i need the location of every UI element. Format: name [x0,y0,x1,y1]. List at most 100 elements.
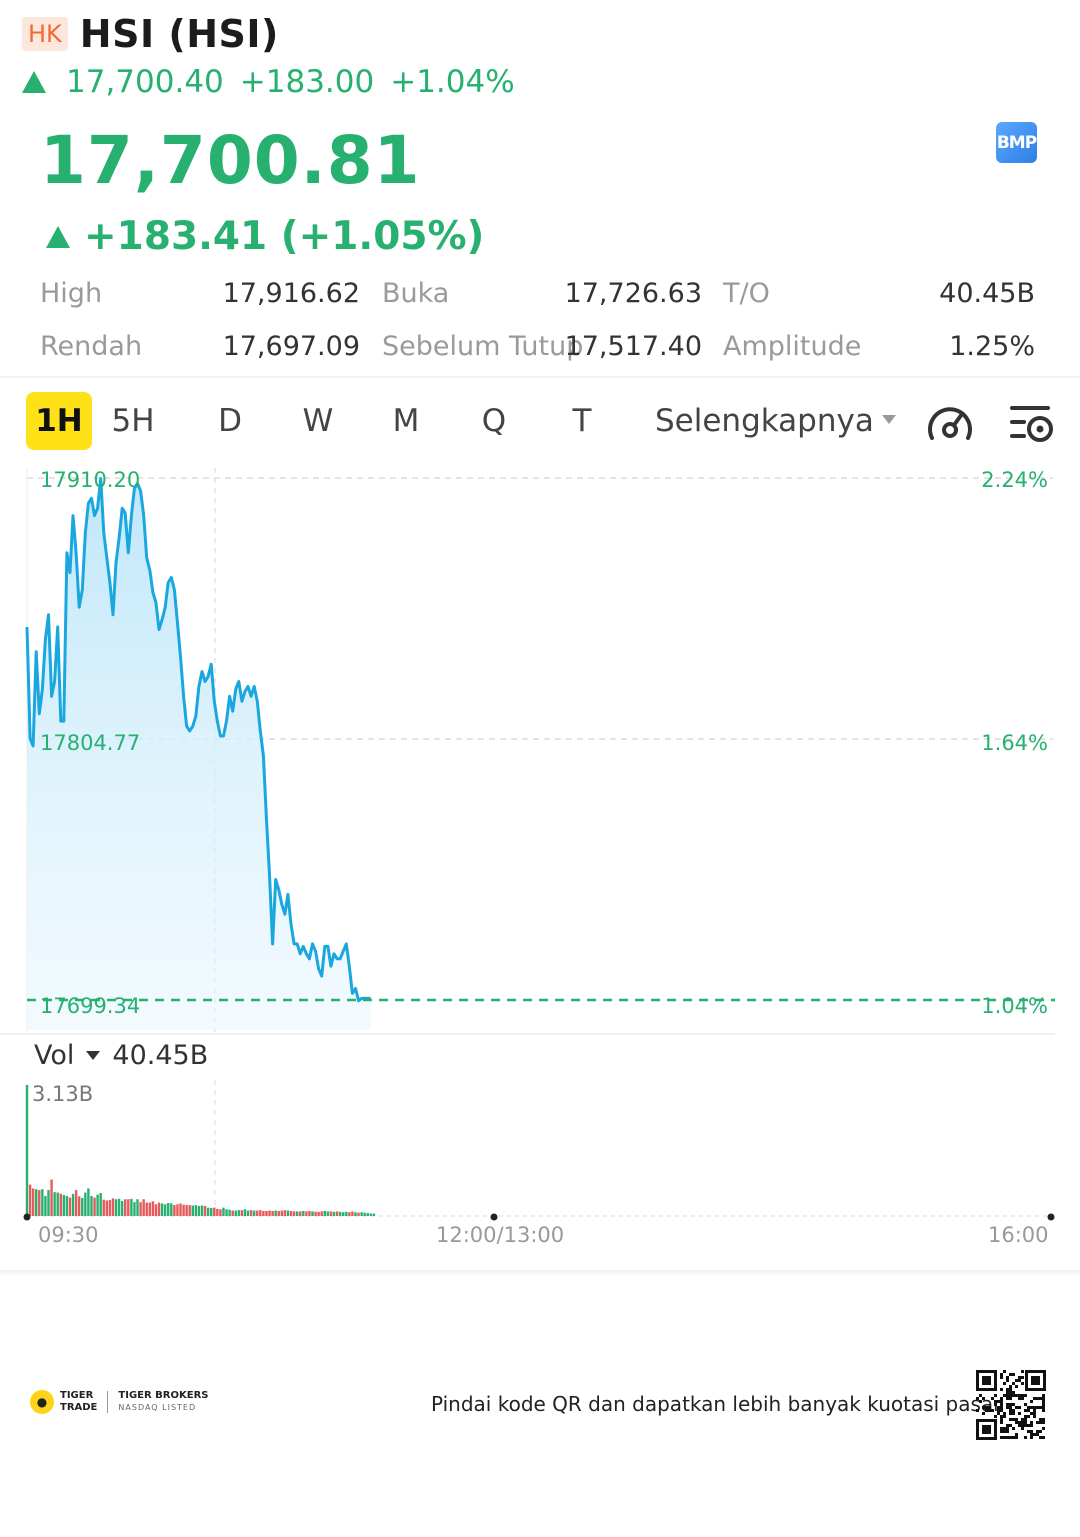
volume-selector[interactable]: Vol 40.45B [34,1040,208,1071]
volume-bar [351,1211,354,1216]
logo-separator [107,1391,109,1413]
volume-bar [342,1212,345,1216]
speedometer-icon[interactable] [924,400,976,446]
y-axis-label-mid: 17804.77 [40,731,141,755]
volume-bar [124,1199,127,1216]
time-label-midday: 12:00/13:00 [436,1223,565,1247]
axis-dot [1047,1213,1055,1221]
amplitude-label: Amplitude [723,331,862,362]
y-axis-label-top: 17910.20 [40,468,141,492]
pct-axis-label-bottom: 1.04% [981,994,1048,1018]
tab-5h[interactable]: 5H [111,403,155,439]
main-change: +183.41 (+1.05%) [46,214,484,259]
volume-bar [243,1209,247,1216]
volume-bar [145,1202,148,1216]
volume-bar [53,1192,56,1216]
volume-bar [320,1211,323,1216]
volume-bar [167,1203,170,1216]
turnover-label: T/O [723,278,770,309]
volume-bar [136,1199,139,1216]
price-chart[interactable]: 17910.20 17804.77 17699.34 2.24% 1.64% 1… [0,460,1080,1260]
volume-bar [173,1205,176,1216]
open-value: 17,726.63 [564,278,702,309]
vol-total: 40.45B [112,1040,209,1071]
volume-bar [62,1195,66,1216]
volume-bar [170,1203,173,1216]
volume-bar [44,1195,47,1216]
tiger-icon: ● [30,1390,54,1414]
volume-bar [59,1193,62,1216]
sub-price: 17,700.40 [66,64,224,100]
volume-bar [120,1200,124,1216]
volume-bar [326,1211,330,1216]
time-label-close: 16:00 [988,1223,1049,1247]
stats-row-1: High 17,916.62 Buka 17,726.63 T/O 40.45B [40,278,1040,331]
chevron-down-icon [86,1051,101,1060]
volume-bar [335,1211,339,1216]
volume-bar [68,1197,72,1216]
volume-bar [274,1210,277,1216]
volume-bar [252,1210,256,1216]
volume-bar [25,1085,29,1216]
volume-bar [292,1211,296,1216]
volume-bar [71,1193,75,1216]
period-tabs: 1H 5H D W M Q T [26,392,602,450]
volume-bar [317,1211,320,1216]
tab-t[interactable]: T [572,403,592,439]
volume-bar [283,1210,287,1216]
more-label: Selengkapnya [655,403,874,439]
volume-bar [81,1198,84,1216]
volume-bar [354,1212,357,1216]
volume-bar [96,1194,99,1216]
chart-settings-icon[interactable] [1006,400,1058,446]
volume-bar [77,1196,81,1216]
bmp-badge[interactable]: BMP [996,122,1037,163]
symbol-title: HSI (HSI) [79,12,279,56]
volume-bar [151,1201,155,1216]
brand2-line1: TIGER BROKERS [118,1390,209,1401]
volume-bar [41,1189,44,1216]
market-badge: HK [22,17,68,51]
volume-bar [203,1205,207,1216]
volume-bar [280,1210,284,1216]
volume-bar [231,1210,234,1216]
volume-bar [38,1190,41,1216]
volume-bar [99,1192,102,1216]
volume-bar [345,1211,348,1216]
tab-q[interactable]: Q [481,403,507,439]
volume-bar [256,1210,259,1216]
up-arrow-icon [46,225,70,248]
more-dropdown[interactable]: Selengkapnya [655,392,896,450]
header: HK HSI (HSI) [22,12,279,56]
volume-bar [56,1192,59,1216]
volume-bar [50,1179,53,1216]
tab-d[interactable]: D [218,403,242,439]
volume-bar [176,1204,179,1216]
vol-label: Vol [34,1040,75,1071]
volume-bar [366,1213,369,1216]
brand-tiger-trade: TIGER TRADE [60,1390,97,1414]
volume-bar [154,1204,158,1216]
tab-1h[interactable]: 1H [26,392,92,450]
pct-axis-label-mid: 1.64% [981,731,1048,755]
volume-bar [74,1190,78,1216]
volume-bar [360,1212,363,1216]
high-value: 17,916.62 [222,278,360,309]
volume-bar [268,1210,271,1216]
volume-bar [191,1205,194,1216]
brand1-line1: TIGER [60,1390,94,1401]
volume-bar [188,1205,191,1216]
volume-bar [84,1192,87,1216]
volume-bar [47,1190,50,1216]
tab-w[interactable]: W [302,403,334,439]
qr-caption: Pindai kode QR dan dapatkan lebih banyak… [431,1392,1002,1416]
volume-bar [102,1199,105,1216]
tab-m[interactable]: M [392,403,420,439]
volume-bar [329,1211,333,1216]
volume-bar [194,1205,198,1216]
volume-bar [160,1203,164,1216]
volume-bar [200,1205,204,1216]
volume-bar [31,1188,35,1216]
volume-bar [108,1200,112,1216]
y-axis-label-bottom: 17699.34 [40,994,141,1018]
